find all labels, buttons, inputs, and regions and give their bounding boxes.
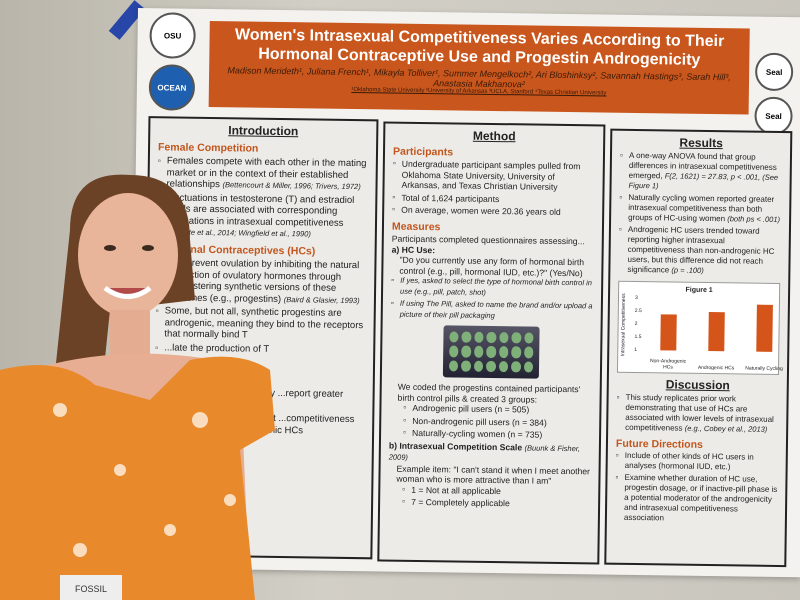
subheading: Future Directions (615, 437, 703, 451)
seal-logo: Seal (754, 52, 794, 92)
bullet: Androgenic pill users (n = 505) (403, 403, 591, 416)
bullet: Examine whether duration of HC use, prog… (615, 473, 778, 525)
x-tick-label: Non-Androgenic HCs (649, 358, 687, 371)
subheading: Measures (391, 220, 441, 233)
face (78, 193, 178, 317)
results-column: Results A one-way ANOVA found that group… (604, 128, 793, 568)
bar (660, 313, 677, 351)
bullet: 7 = Completely applicable (402, 497, 590, 510)
bullet: If yes, asked to select the type of horm… (391, 276, 593, 300)
figure-1-chart: Figure 1 Intrasexual Competitiveness 1 1.… (616, 280, 783, 375)
y-tick-label: 3 (634, 294, 638, 302)
bullet: Include of other kinds of HC users in an… (616, 451, 778, 473)
seal-logo: Seal (754, 96, 793, 136)
name-badge (60, 575, 122, 600)
person-presenter: FOSSIL (0, 174, 275, 600)
title-banner: Women's Intrasexual Competitiveness Vari… (208, 21, 750, 115)
eye (142, 245, 154, 251)
x-tick-label: Naturally Cycling (745, 365, 783, 373)
eye (104, 245, 116, 251)
bullet: Naturally cycling women reported greater… (619, 193, 781, 225)
bullet: Non-androgenic pill users (n = 384) (403, 415, 591, 428)
heading: Method (472, 128, 516, 144)
bullet: Androgenic HC users trended toward repor… (618, 225, 781, 277)
bullet: This study replicates prior work demonst… (616, 393, 779, 435)
bullet: Naturally-cycling women (n = 735) (403, 428, 591, 441)
bullet: A one-way ANOVA found that group differe… (619, 151, 782, 193)
ocean-logo: OCEAN (148, 64, 196, 111)
text: We coded the progestins contained partic… (397, 381, 581, 405)
y-tick-label: 2.5 (634, 307, 642, 315)
neck (110, 310, 150, 360)
bullet: Undergraduate participant samples pulled… (392, 159, 594, 193)
bullet: 1 = Not at all applicable (402, 484, 590, 497)
smile (103, 285, 152, 299)
heading: Discussion (665, 377, 730, 393)
text: Example item: "I can't stand it when I m… (396, 463, 591, 486)
bullet: If using The Pill, asked to name the bra… (391, 299, 593, 323)
bar (708, 311, 725, 352)
method-column: Method Participants Undergraduate partic… (377, 121, 606, 565)
subheading: Female Competition (157, 140, 259, 155)
heading: Results (679, 135, 723, 151)
y-tick-label: 2 (634, 320, 638, 328)
university-logo: OSU (149, 12, 196, 59)
y-axis-label: Intrasexual Competitiveness (620, 293, 628, 357)
x-tick-label: Androgenic HCs (697, 364, 735, 372)
chart-title: Figure 1 (685, 286, 713, 295)
bullet: Total of 1,624 participants (392, 192, 594, 205)
text: "Do you currently use any form of hormon… (399, 254, 585, 278)
heading: Introduction (228, 123, 299, 139)
y-tick-label: 1 (634, 346, 638, 354)
pill-pack-photo (442, 325, 540, 379)
label: a) HC Use: (391, 244, 436, 255)
y-tick-label: 1.5 (634, 333, 642, 341)
bullet: On average, women were 20.36 years old (392, 205, 594, 218)
label: b) Intrasexual Competition Scale (388, 440, 523, 452)
subheading: Participants (392, 145, 454, 158)
poster-title: Women's Intrasexual Competitiveness Vari… (234, 26, 725, 69)
dress-flowers (53, 403, 236, 557)
badge-text: FOSSIL (75, 584, 107, 594)
bar (756, 304, 773, 352)
